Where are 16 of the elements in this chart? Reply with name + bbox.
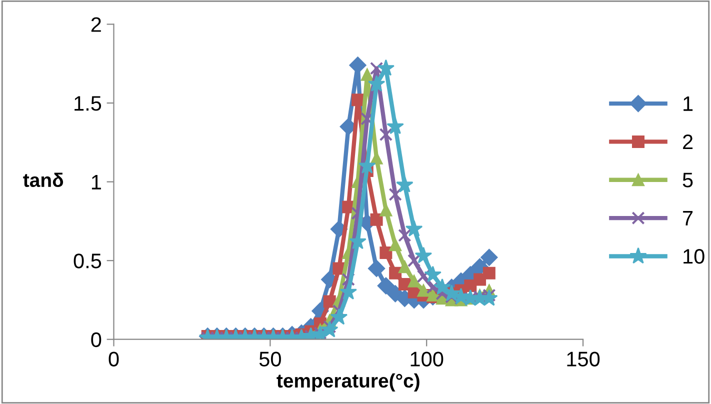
y-tick-label: 0.5 [74, 254, 102, 268]
y-tick-label: 0 [91, 332, 102, 348]
x-tick-label: 150 [567, 352, 600, 366]
legend-label: 10 [684, 248, 704, 264]
x-axis-title: temperature(°c) [276, 373, 420, 392]
x-tick-label: 100 [410, 352, 444, 366]
legend-label: 7 [683, 211, 693, 226]
y-tick-label: 2 [91, 17, 101, 32]
x-tick-label: 50 [259, 352, 281, 366]
y-tick-label: 1 [92, 175, 101, 190]
y-axis-title: tanδ [23, 172, 64, 188]
legend-label: 5 [682, 172, 693, 188]
x-tick-label: 0 [108, 352, 119, 366]
y-tick-label: 1.5 [74, 96, 102, 111]
legend-label: 2 [683, 134, 693, 150]
legend-label: 1 [684, 96, 693, 111]
